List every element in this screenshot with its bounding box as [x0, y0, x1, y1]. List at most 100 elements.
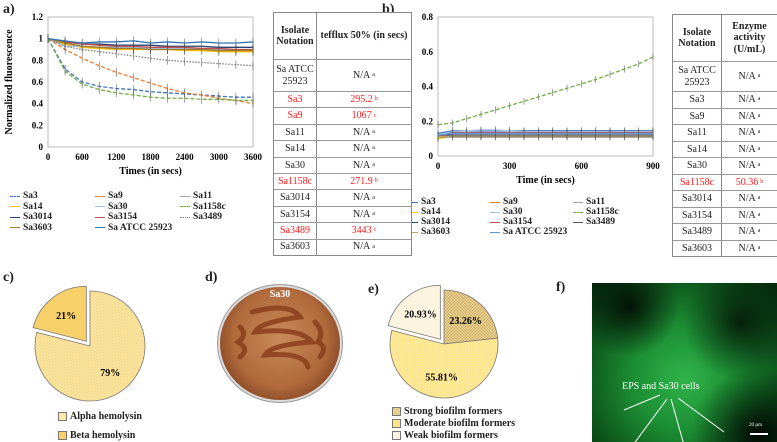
- cell-text: N/A: [353, 126, 371, 138]
- x-tick-label: 0: [46, 152, 51, 162]
- legend-item: Sa14: [10, 202, 43, 212]
- legend-label: Weak biofilm formers: [404, 430, 498, 441]
- legend-item: Sa3154: [95, 212, 137, 222]
- legend-label: Strong biofilm formers: [404, 406, 503, 417]
- legend-label: Sa3603: [421, 227, 451, 237]
- legend-label: Sa ATCC 25923: [503, 227, 568, 237]
- cell-text: Sa3154: [280, 208, 310, 220]
- legend-item-weak: Weak biofilm formers: [392, 430, 498, 441]
- x-tick-label: 900: [646, 161, 660, 171]
- legend-swatch: [408, 221, 418, 223]
- significance-letter: b: [374, 178, 378, 185]
- table-row: Sa9 1067 c: [274, 107, 411, 124]
- series-sa3489: [437, 133, 654, 141]
- cell-text: N/A: [738, 226, 756, 237]
- cell-text: N/A: [738, 193, 756, 204]
- pie-slice-moderate: [389, 329, 499, 399]
- table-enzyme-activity: Isolate Notation Enzyme activity (U/mL) Sa…: [672, 14, 777, 257]
- series-line: [437, 129, 653, 136]
- table-row: Sa11 N/A a: [673, 124, 777, 141]
- series-sa1158c: [437, 53, 654, 129]
- y-tick-label: 0.8: [422, 12, 434, 22]
- table-row: Sa ATCC 25923 N/A a: [673, 61, 777, 91]
- significance-letter: a: [757, 112, 761, 119]
- cell-text: Sa14: [285, 143, 305, 155]
- legend-swatch: [490, 211, 500, 213]
- isolate-cell: Sa3154: [673, 207, 722, 223]
- significance-letter: a: [757, 129, 761, 136]
- legend-label: Sa3014: [421, 217, 451, 227]
- value-cell: 295.2 b: [317, 92, 411, 107]
- cell-text: Enzyme activity (U/mL): [732, 20, 767, 55]
- x-tick-label: 3000: [210, 152, 229, 162]
- legend-item-moderate: Moderate biofilm formers: [392, 418, 515, 429]
- legend-swatch: [180, 195, 190, 197]
- significance-letter: a: [372, 129, 375, 136]
- legend-item: Sa3: [408, 197, 436, 207]
- table-row: Sa3489 N/A a: [673, 223, 777, 240]
- isolate-cell: Sa1158c: [673, 174, 722, 190]
- value-cell: N/A a: [317, 141, 411, 156]
- legend-item: Sa30: [490, 207, 523, 217]
- table-efflux: Isolate Notation tefflux 50% (in secs) Sa …: [273, 12, 412, 256]
- cell-text: N/A: [353, 143, 371, 155]
- legend-label: Sa1158c: [193, 201, 226, 212]
- legend-swatch: [58, 412, 67, 421]
- table-row: Sa ATCC 25923 N/A a: [274, 59, 411, 91]
- legend-item: Sa ATCC 25923: [95, 223, 172, 233]
- isolate-cell: Sa3603: [673, 240, 722, 256]
- x-axis-label: Times (in secs): [119, 166, 182, 177]
- plot-area-b: [437, 16, 654, 157]
- significance-letter: a: [757, 228, 761, 235]
- legend-item: Sa11: [180, 191, 212, 201]
- legend-item-alpha: Alpha hemolysin: [58, 411, 142, 422]
- cell-text: Sa3603: [682, 242, 712, 254]
- cell-text: 3443: [351, 225, 372, 237]
- table-row: Sa3 N/A a: [673, 91, 777, 108]
- cell-text: Sa3014: [280, 192, 310, 204]
- table-row: Sa3154 N/A a: [274, 205, 411, 223]
- isolate-cell: Sa3: [673, 92, 722, 108]
- cell-text: Sa3: [689, 94, 705, 105]
- significance-letter: b: [374, 96, 378, 103]
- legend-swatch: [490, 231, 500, 233]
- pie-value-label: 23.26%: [449, 316, 482, 327]
- isolate-cell: Sa3014: [673, 191, 722, 207]
- agar-plate-image: Sa30: [220, 287, 340, 400]
- legend-item: Sa3154: [490, 217, 532, 227]
- cell-text: N/A: [738, 209, 756, 221]
- x-tick-label: 1200: [107, 152, 126, 162]
- legend-swatch: [573, 211, 583, 213]
- table-row: Sa3014 N/A a: [673, 190, 777, 207]
- significance-letter: a: [372, 161, 375, 168]
- significance-letter: a: [757, 162, 761, 169]
- table-row: Sa3154 N/A a: [673, 206, 777, 223]
- pie-slice-beta: [32, 285, 87, 342]
- cell-text: N/A: [353, 208, 371, 220]
- cell-text: Sa3: [287, 93, 303, 105]
- legend-label: Sa3154: [503, 217, 533, 227]
- legend-label: Sa3014: [23, 212, 53, 222]
- x-tick-label: 600: [575, 161, 589, 171]
- value-cell: tefflux 50% (in secs): [317, 13, 411, 59]
- pie-slice-alpha: [34, 290, 146, 402]
- significance-letter: a: [757, 195, 761, 202]
- y-axis-label: Normalized fluorescence: [4, 29, 15, 135]
- cell-text: 50.36: [735, 176, 759, 188]
- panel-label-f: f): [556, 280, 566, 295]
- streak-lines: [233, 305, 326, 370]
- isolate-cell: Sa9: [673, 108, 722, 124]
- legend-item-beta: Beta hemolysin: [58, 430, 135, 441]
- cell-text: Sa9: [287, 110, 303, 122]
- series-sa1158c: [47, 34, 254, 105]
- table-row: Sa3603 N/A a: [673, 239, 777, 256]
- cell-text: Sa11: [285, 126, 305, 138]
- value-cell: N/A a: [722, 109, 777, 125]
- value-cell: N/A a: [317, 60, 411, 91]
- significance-letter: a: [372, 210, 375, 217]
- isolate-cell: Sa30: [673, 158, 722, 174]
- table-row: Sa3489 3443 c: [274, 222, 411, 239]
- micrograph-annotation: EPS and Sa30 cells: [622, 381, 700, 392]
- cell-text: Sa3014: [682, 193, 712, 204]
- cell-text: N/A: [738, 127, 756, 138]
